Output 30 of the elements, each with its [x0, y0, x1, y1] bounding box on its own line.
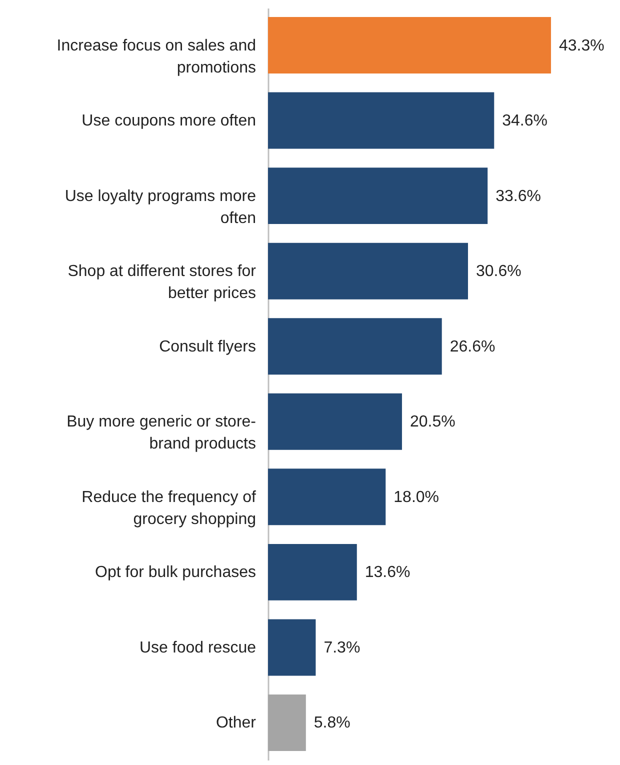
bar — [268, 393, 402, 450]
y-tick-label: Opt for bulk purchases — [95, 564, 256, 582]
data-label: 33.6% — [496, 188, 541, 205]
y-tick-label: Use loyalty programs more often — [64, 188, 256, 227]
data-label: 18.0% — [394, 488, 440, 506]
y-tick-label: Other — [216, 714, 257, 732]
y-tick-label: Increase focus on sales and promotions — [56, 37, 256, 76]
data-label: 13.6% — [364, 564, 410, 582]
y-tick-label: Use food rescue — [139, 639, 256, 656]
bar — [268, 544, 357, 600]
bar — [268, 694, 306, 751]
bar — [268, 318, 442, 375]
y-tick-label: Use coupons more often — [82, 112, 256, 130]
bar — [268, 17, 551, 74]
y-tick-label: Consult flyers — [159, 338, 256, 356]
bar — [268, 92, 494, 149]
y-tick-label: Buy more generic or store-brand products — [66, 414, 256, 453]
bar — [268, 619, 316, 676]
bar — [268, 168, 488, 224]
y-tick-label: Shop at different stores for better prices — [68, 263, 257, 302]
data-label: 26.6% — [450, 338, 496, 356]
bar — [268, 468, 386, 526]
data-label: 30.6% — [476, 263, 522, 280]
bar — [268, 242, 468, 300]
y-tick-label: Reduce the frequency of grocery shopping — [82, 488, 257, 528]
data-label: 5.8% — [314, 714, 350, 732]
data-label: 34.6% — [502, 112, 548, 130]
data-label: 20.5% — [410, 414, 456, 431]
data-label: 43.3% — [559, 37, 604, 54]
data-label: 7.3% — [324, 639, 360, 656]
